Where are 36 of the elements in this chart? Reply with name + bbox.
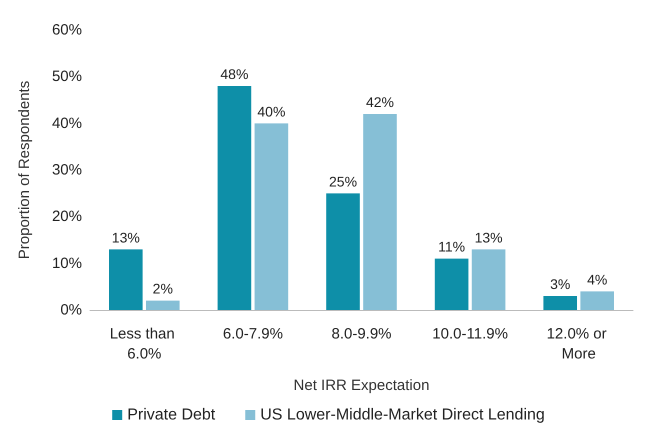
bar	[109, 249, 143, 310]
bar	[146, 300, 180, 310]
data-label: 48%	[220, 66, 248, 82]
y-tick-label: 60%	[52, 22, 82, 38]
x-tick-label: 8.0-9.9%	[331, 326, 392, 342]
y-tick-label: 40%	[52, 114, 82, 132]
x-axis-title: Net IRR Expectation	[294, 377, 430, 394]
x-tick-label: 12.0% or More	[546, 326, 611, 362]
y-tick-label: 30%	[52, 162, 82, 178]
data-label: 4%	[587, 271, 608, 288]
y-tick-label: 50%	[52, 68, 82, 86]
bar	[580, 291, 614, 310]
data-label: 2%	[152, 280, 173, 297]
y-axis-title: Proportion of Respondents	[16, 80, 33, 260]
data-label: 40%	[257, 103, 286, 120]
data-label: 13%	[112, 229, 140, 246]
y-tick-label: 10%	[52, 254, 82, 272]
legend-label: US Lower-Middle-Market Direct Lending	[260, 406, 545, 424]
data-label: 3%	[550, 276, 570, 292]
x-tick-label: Less than 6.0%	[110, 326, 179, 362]
bar	[326, 193, 360, 310]
bar	[543, 296, 578, 310]
bar	[434, 258, 468, 310]
y-tick-label: 0%	[60, 302, 82, 318]
x-tick-label: 6.0-7.9%	[222, 326, 283, 342]
legend-label: Private Debt	[127, 406, 216, 424]
x-tick-label: 10.0-11.9%	[432, 326, 508, 342]
bar	[254, 123, 288, 310]
data-label: 13%	[474, 229, 503, 246]
y-tick-label: 20%	[52, 208, 82, 226]
bar	[472, 249, 506, 310]
bar	[363, 114, 397, 310]
data-label: 25%	[328, 173, 358, 190]
data-label: 11%	[438, 238, 466, 255]
data-label: 42%	[366, 94, 394, 110]
bar	[218, 86, 252, 310]
